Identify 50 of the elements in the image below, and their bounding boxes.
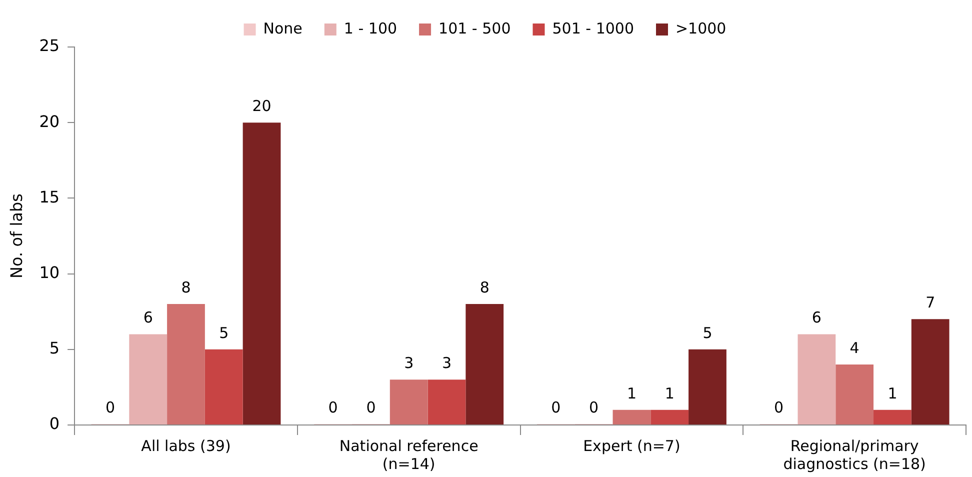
data-label: 4 bbox=[850, 338, 860, 357]
y-tick-label: 15 bbox=[39, 187, 60, 206]
data-label: 0 bbox=[328, 398, 338, 416]
y-tick-label: 5 bbox=[49, 338, 60, 358]
data-label: 1 bbox=[888, 384, 898, 402]
bar bbox=[798, 334, 836, 424]
bar bbox=[836, 364, 874, 424]
bar bbox=[911, 319, 950, 424]
data-label: 6 bbox=[143, 308, 153, 327]
data-label: 8 bbox=[480, 278, 490, 296]
legend-label: 101 - 500 bbox=[438, 19, 511, 38]
bar bbox=[167, 304, 205, 424]
data-label: 7 bbox=[926, 294, 936, 312]
data-label: 0 bbox=[589, 398, 599, 416]
data-label: 5 bbox=[219, 324, 229, 342]
data-label: 0 bbox=[774, 398, 784, 416]
data-label: 6 bbox=[812, 308, 822, 327]
bar bbox=[650, 410, 689, 424]
legend-label: 1 - 100 bbox=[344, 19, 398, 38]
data-label: 3 bbox=[442, 354, 452, 372]
data-label: 0 bbox=[105, 398, 115, 416]
bar bbox=[874, 410, 912, 424]
bar bbox=[204, 349, 243, 424]
y-tick-label: 20 bbox=[39, 112, 60, 131]
bar bbox=[242, 122, 281, 424]
legend-label: >1000 bbox=[675, 19, 726, 38]
x-tick-label: Regional/primary diagnostics (n=18) bbox=[783, 436, 926, 473]
bar bbox=[466, 304, 504, 424]
bar bbox=[129, 334, 168, 424]
bar bbox=[428, 380, 466, 424]
legend-label: None bbox=[263, 19, 302, 38]
legend-label: 501 - 1000 bbox=[552, 19, 634, 38]
y-tick-label: 25 bbox=[39, 36, 60, 56]
bar bbox=[612, 410, 651, 424]
data-label: 3 bbox=[404, 354, 414, 372]
data-label: 1 bbox=[626, 384, 636, 402]
data-label: 0 bbox=[366, 398, 376, 416]
y-tick-label: 10 bbox=[39, 262, 60, 282]
x-tick-label: Expert (n=7) bbox=[583, 436, 680, 455]
data-label: 20 bbox=[252, 96, 272, 115]
y-tick-label: 0 bbox=[49, 414, 60, 434]
x-tick-label: All labs (39) bbox=[141, 436, 231, 455]
y-axis-title: No. of labs bbox=[6, 194, 26, 278]
x-tick-label: National reference (n=14) bbox=[339, 436, 478, 473]
data-label: 5 bbox=[702, 324, 712, 342]
data-label: 0 bbox=[551, 398, 561, 416]
data-label: 8 bbox=[181, 278, 191, 296]
data-label: 1 bbox=[664, 384, 674, 402]
bar bbox=[390, 380, 428, 424]
bar bbox=[688, 349, 726, 424]
